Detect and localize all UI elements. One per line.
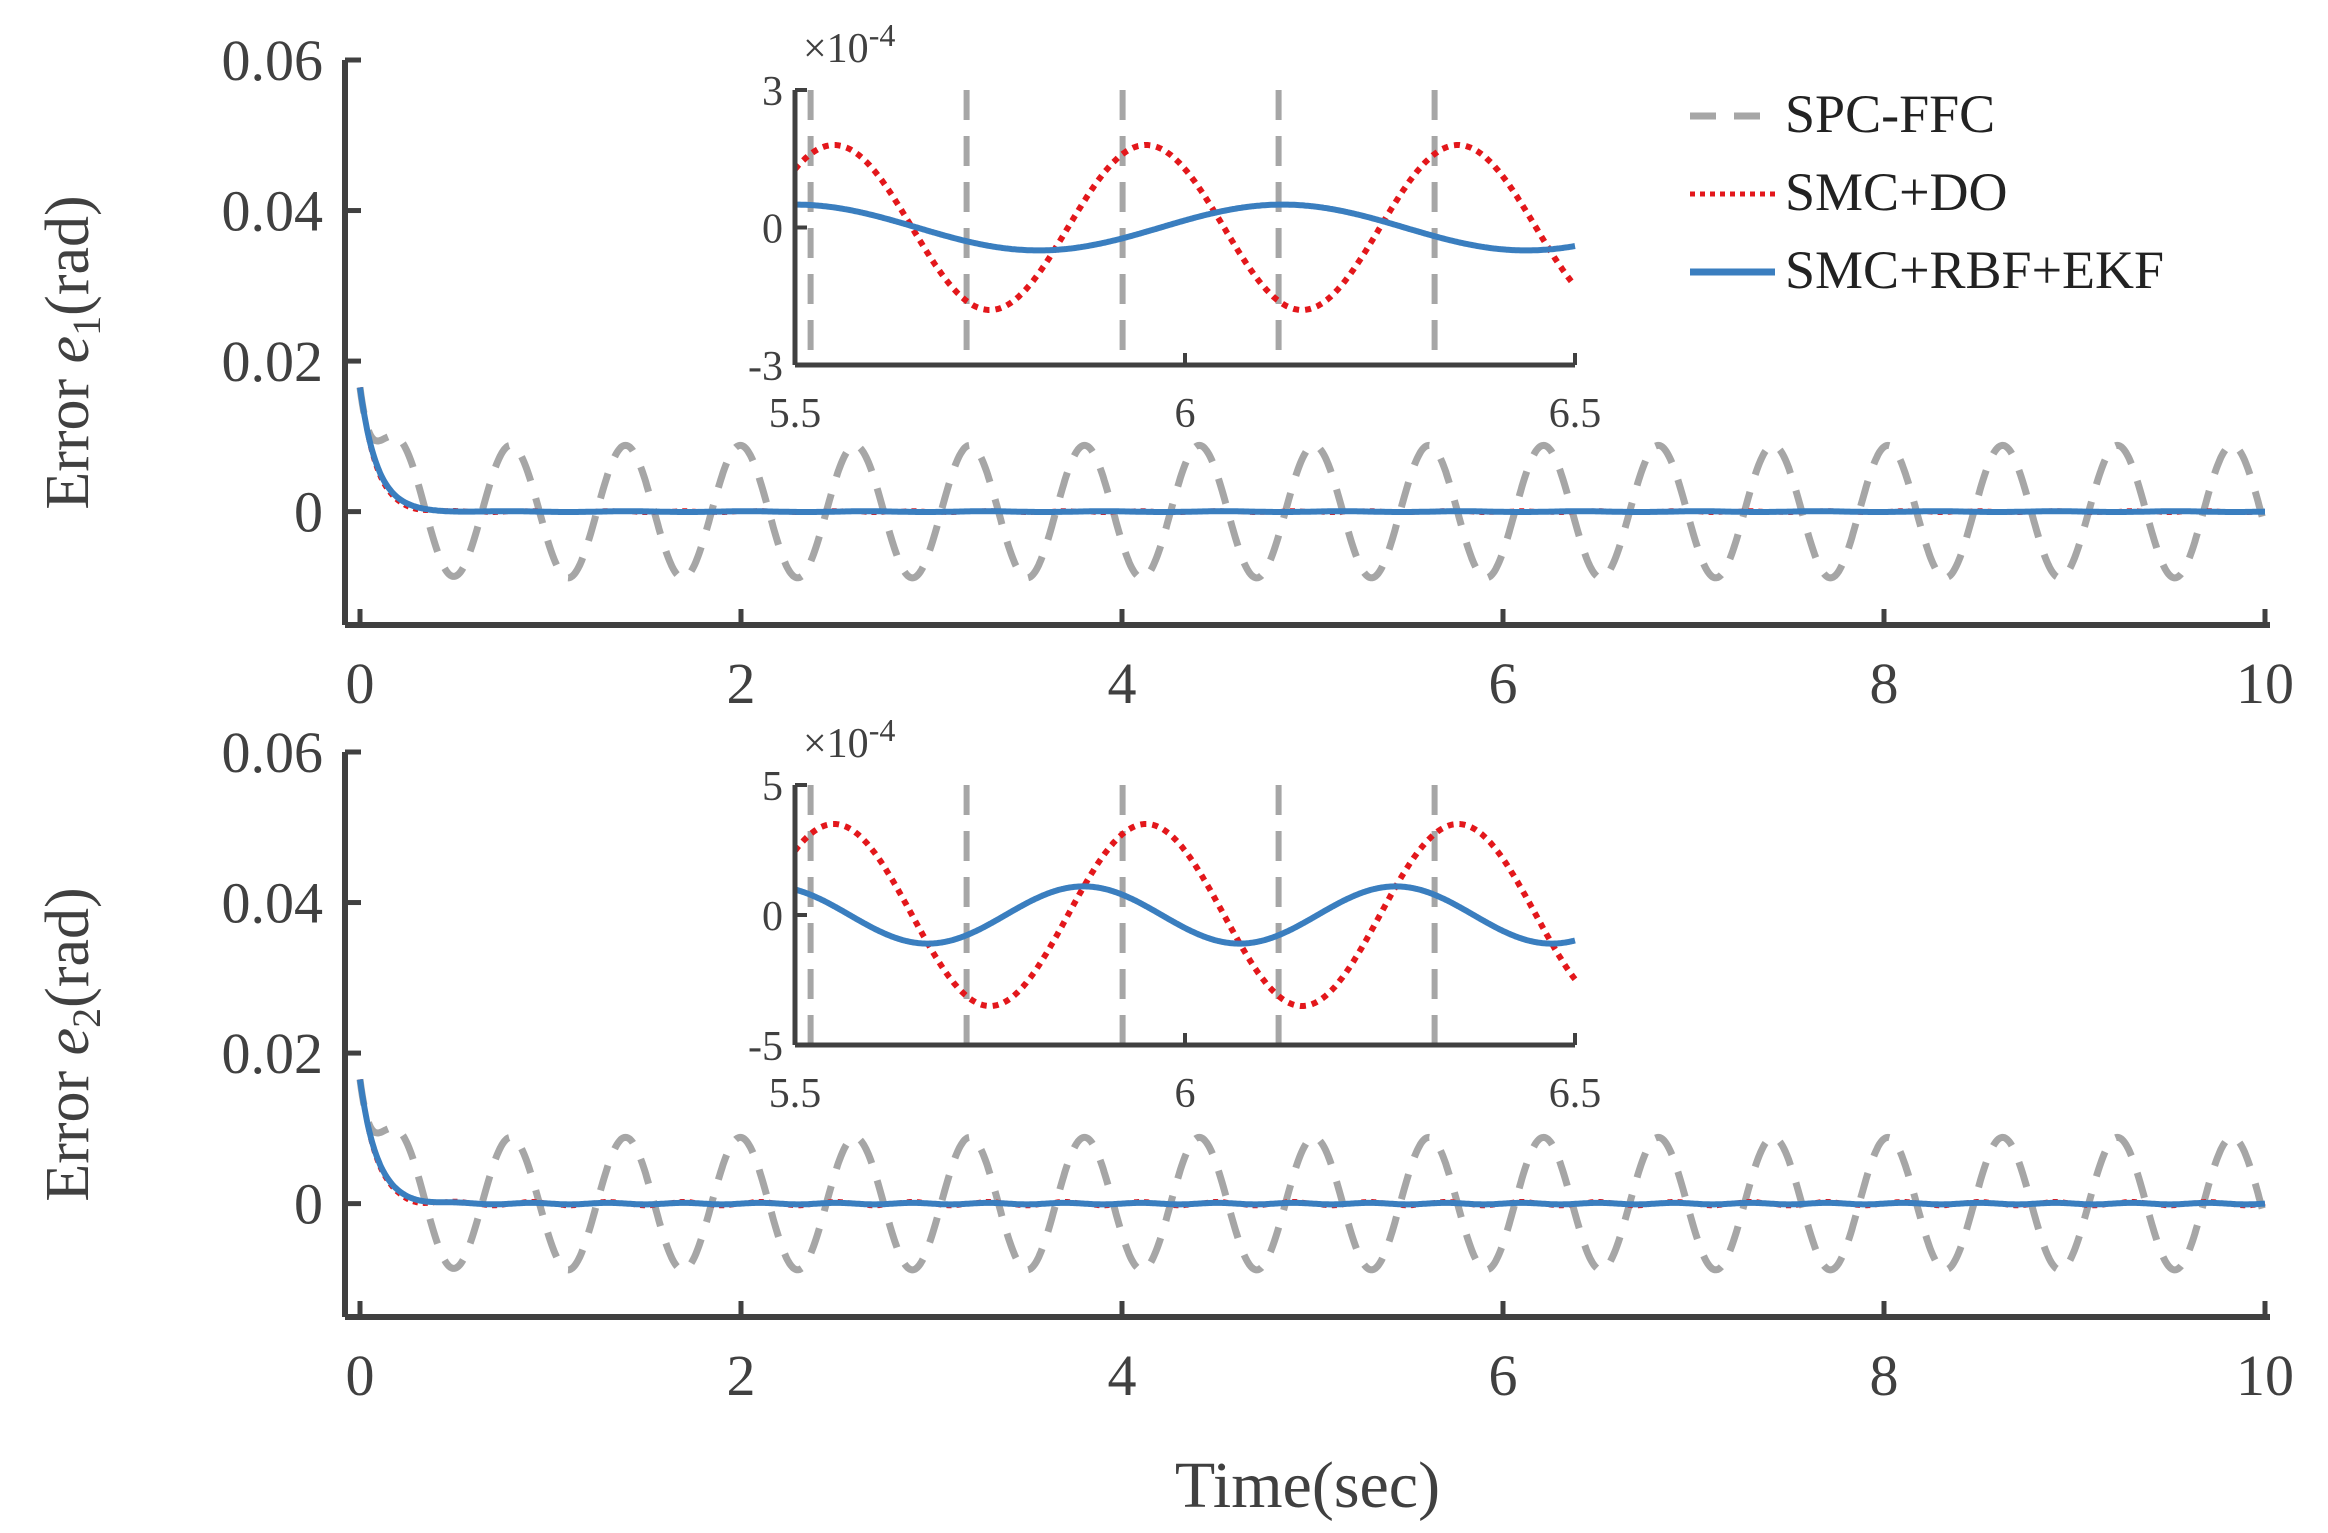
legend-label: SPC-FFC [1785, 84, 1995, 144]
y-label-subscript: 1 [64, 316, 109, 336]
x-tick-label: 10 [2236, 1343, 2294, 1408]
y-axis-label: Error e2(rad) [34, 887, 109, 1201]
legend-entry-spc-ffc: SPC-FFC [1690, 84, 1995, 144]
y-tick-label: 0.06 [222, 28, 324, 93]
y-tick-label: 0.06 [222, 720, 324, 785]
y-label-suffix: (rad) [34, 195, 102, 315]
inset-y-tick-label: -5 [748, 1024, 783, 1070]
inset-y-tick-label: 0 [762, 894, 783, 940]
inset-multiplier-exponent: -4 [869, 712, 896, 748]
series-smc-rbf-ekf-line [357, 1078, 2267, 1208]
inset-x-tick-label: 6.5 [1549, 1071, 1602, 1117]
y-label-prefix: Error [34, 1055, 102, 1201]
x-tick-label: 4 [1108, 651, 1137, 716]
y-axis-label: Error e1(rad) [34, 195, 109, 509]
x-tick-label: 10 [2236, 651, 2294, 716]
inset-background [795, 785, 1575, 1045]
series-spc-ffc-line [356, 386, 2269, 582]
y-tick-label: 0 [294, 1172, 323, 1237]
x-tick-label: 4 [1108, 1343, 1137, 1408]
inset-y-tick-label: 0 [762, 207, 783, 253]
legend: SPC-FFC SMC+DO SMC+RBF+EKF [1690, 84, 2164, 300]
inset-2: 5.5 6 6.5 -5 0 5 ×10-4 [748, 712, 1601, 1117]
series-smc-rbf-ekf-line [357, 386, 2267, 515]
x-tick-label: 2 [727, 651, 756, 716]
y-tick-label: 0 [294, 480, 323, 545]
inset-y-tick-label: -3 [748, 344, 783, 390]
y-tick-label: 0.04 [222, 871, 324, 936]
inset-multiplier-exponent: -4 [869, 17, 896, 53]
inset-multiplier-base: ×10 [803, 721, 869, 767]
y-tick-label: 0.02 [222, 1021, 324, 1086]
x-tick-label: 2 [727, 1343, 756, 1408]
series-spc-ffc-line [356, 1078, 2269, 1274]
legend-entry-smc-rbf-ekf: SMC+RBF+EKF [1690, 240, 2164, 300]
inset-multiplier: ×10-4 [803, 17, 895, 72]
x-axis-label: Time(sec) [1175, 1449, 1440, 1522]
inset-smc-rbf-ekf-line [793, 201, 1577, 254]
y-label-variable: e [34, 336, 102, 364]
x-tick-label: 0 [346, 1343, 375, 1408]
y-tick-label: 0.02 [222, 329, 324, 394]
y-label-variable: e [34, 1028, 102, 1056]
inset-x-tick-label: 6 [1175, 1071, 1196, 1117]
y-label-prefix: Error [34, 363, 102, 509]
y-label-subscript: 2 [64, 1008, 109, 1028]
x-tick-label: 0 [346, 651, 375, 716]
inset-multiplier: ×10-4 [803, 712, 895, 767]
inset-x-tick-label: 5.5 [769, 391, 822, 437]
x-tick-label: 6 [1489, 1343, 1518, 1408]
y-tick-label: 0.04 [222, 179, 324, 244]
inset-x-tick-label: 6 [1175, 391, 1196, 437]
x-tick-label: 6 [1489, 651, 1518, 716]
inset-y-tick-label: 5 [762, 764, 783, 810]
y-label-suffix: (rad) [34, 887, 102, 1007]
inset-multiplier-base: ×10 [803, 26, 869, 72]
inset-y-tick-label: 3 [762, 69, 783, 115]
legend-label: SMC+DO [1785, 162, 2008, 222]
x-tick-label: 8 [1870, 1343, 1899, 1408]
inset-smc-do-line [792, 142, 1578, 313]
inset-1: 5.5 6 6.5 -3 0 3 ×10-4 [748, 17, 1601, 437]
inset-x-tick-label: 6.5 [1549, 391, 1602, 437]
inset-smc-rbf-ekf-line [793, 883, 1577, 947]
legend-label: SMC+RBF+EKF [1785, 240, 2164, 300]
x-tick-label: 8 [1870, 651, 1899, 716]
legend-entry-smc-do: SMC+DO [1690, 162, 2008, 222]
inset-x-tick-label: 5.5 [769, 1071, 822, 1117]
